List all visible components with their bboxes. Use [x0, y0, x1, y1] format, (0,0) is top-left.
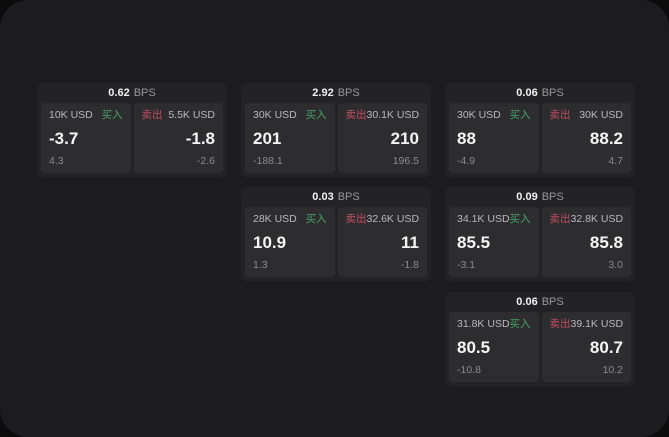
- buy-panel[interactable]: 34.1K USD 买入 85.5 -3.1: [449, 207, 539, 277]
- spread-value: 0.09: [516, 191, 538, 203]
- buy-side-label: 买入: [509, 318, 531, 330]
- sell-notional: 30.1K USD: [366, 109, 420, 121]
- spread-header: 0.09 BPS: [449, 187, 631, 207]
- buy-side-label: 买入: [101, 109, 123, 121]
- sell-side-label: 卖出: [549, 109, 571, 121]
- buy-notional: 31.8K USD: [457, 318, 510, 330]
- sell-delta: 196.5: [392, 155, 419, 167]
- buy-notional: 28K USD: [253, 213, 297, 225]
- buy-side-label: 买入: [509, 213, 531, 225]
- spread-unit: BPS: [133, 87, 156, 99]
- sell-notional: 5.5K USD: [168, 109, 215, 121]
- spread-value: 0.06: [516, 296, 538, 308]
- buy-panel[interactable]: 30K USD 买入 201 -188.1: [245, 103, 335, 173]
- sell-price: 11: [401, 233, 419, 252]
- sell-panel[interactable]: 卖出 32.8K USD 85.8 3.0: [541, 207, 631, 277]
- buy-price: 88: [457, 129, 476, 148]
- quote-panels: 30K USD 买入 201 -188.1 卖出 30.1K USD 210: [245, 103, 427, 173]
- buy-delta: 1.3: [253, 259, 268, 271]
- buy-notional: 30K USD: [253, 109, 297, 121]
- buy-side-label: 买入: [509, 109, 531, 121]
- buy-price: 10.9: [253, 233, 287, 252]
- buy-panel[interactable]: 31.8K USD 买入 80.5 -10.8: [449, 312, 539, 382]
- quote-panels: 28K USD 买入 10.9 1.3 卖出 32.6K USD 11: [245, 207, 427, 277]
- buy-delta: -10.8: [457, 364, 481, 376]
- buy-delta: -188.1: [253, 155, 283, 167]
- spread-unit: BPS: [337, 191, 360, 203]
- spread-unit: BPS: [337, 87, 360, 99]
- spread-value: 0.62: [108, 87, 130, 99]
- sell-panel[interactable]: 卖出 30.1K USD 210 196.5: [337, 103, 427, 173]
- spread-value: 0.03: [312, 191, 334, 203]
- quote-card: 0.03 BPS 28K USD 买入 10.9 1.3 卖出: [241, 187, 431, 281]
- sell-price: 85.8: [589, 233, 623, 252]
- sell-delta: 4.7: [608, 155, 623, 167]
- buy-panel[interactable]: 10K USD 买入 -3.7 4.3: [41, 103, 131, 173]
- spread-header: 0.06 BPS: [449, 292, 631, 312]
- buy-panel[interactable]: 30K USD 买入 88 -4.9: [449, 103, 539, 173]
- buy-notional: 30K USD: [457, 109, 501, 121]
- spread-header: 2.92 BPS: [245, 83, 427, 103]
- spread-unit: BPS: [541, 191, 564, 203]
- quote-card: 0.06 BPS 31.8K USD 买入 80.5 -10.8 卖出: [445, 292, 635, 386]
- quote-panels: 31.8K USD 买入 80.5 -10.8 卖出 39.1K USD 80.…: [449, 312, 631, 382]
- buy-price: -3.7: [49, 129, 79, 148]
- spread-value: 2.92: [312, 87, 334, 99]
- buy-side-label: 买入: [305, 213, 327, 225]
- sell-panel[interactable]: 卖出 32.6K USD 11 -1.8: [337, 207, 427, 277]
- spread-unit: BPS: [541, 296, 564, 308]
- quote-card: 0.09 BPS 34.1K USD 买入 85.5 -3.1 卖出: [445, 187, 635, 281]
- sell-notional: 30K USD: [579, 109, 623, 121]
- sell-side-label: 卖出: [345, 213, 367, 225]
- spread-value: 0.06: [516, 87, 538, 99]
- spread-header: 0.62 BPS: [41, 83, 223, 103]
- buy-delta: -4.9: [457, 155, 476, 167]
- sell-price: 88.2: [589, 129, 623, 148]
- sell-notional: 39.1K USD: [570, 318, 624, 330]
- sell-delta: 10.2: [602, 364, 623, 376]
- sell-panel[interactable]: 卖出 39.1K USD 80.7 10.2: [541, 312, 631, 382]
- sell-side-label: 卖出: [345, 109, 367, 121]
- buy-delta: 4.3: [49, 155, 64, 167]
- buy-delta: -3.1: [457, 259, 476, 271]
- sell-panel[interactable]: 卖出 5.5K USD -1.8 -2.6: [133, 103, 223, 173]
- quote-card: 0.06 BPS 30K USD 买入 88 -4.9 卖出: [445, 83, 635, 177]
- quote-card: 0.62 BPS 10K USD 买入 -3.7 4.3 卖出: [37, 83, 227, 177]
- sell-price: 80.7: [589, 338, 623, 357]
- sell-price: -1.8: [185, 129, 215, 148]
- buy-side-label: 买入: [305, 109, 327, 121]
- sell-side-label: 卖出: [549, 318, 571, 330]
- sell-price: 210: [390, 129, 419, 148]
- sell-side-label: 卖出: [549, 213, 571, 225]
- quote-panels: 34.1K USD 买入 85.5 -3.1 卖出 32.8K USD 85.8: [449, 207, 631, 277]
- quote-panels: 10K USD 买入 -3.7 4.3 卖出 5.5K USD -1.8: [41, 103, 223, 173]
- spread-unit: BPS: [541, 87, 564, 99]
- spread-header: 0.06 BPS: [449, 83, 631, 103]
- sell-side-label: 卖出: [141, 109, 163, 121]
- sell-delta: -2.6: [196, 155, 215, 167]
- buy-notional: 10K USD: [49, 109, 93, 121]
- buy-price: 80.5: [457, 338, 491, 357]
- buy-panel[interactable]: 28K USD 买入 10.9 1.3: [245, 207, 335, 277]
- sell-notional: 32.8K USD: [570, 213, 624, 225]
- quote-panels: 30K USD 买入 88 -4.9 卖出 30K USD 88.2 4: [449, 103, 631, 173]
- buy-price: 85.5: [457, 233, 491, 252]
- sell-delta: -1.8: [400, 259, 419, 271]
- sell-delta: 3.0: [608, 259, 623, 271]
- buy-price: 201: [253, 129, 282, 148]
- sell-panel[interactable]: 卖出 30K USD 88.2 4.7: [541, 103, 631, 173]
- quote-card: 2.92 BPS 30K USD 买入 201 -188.1 卖出: [241, 83, 431, 177]
- buy-notional: 34.1K USD: [457, 213, 510, 225]
- spread-header: 0.03 BPS: [245, 187, 427, 207]
- sell-notional: 32.6K USD: [366, 213, 420, 225]
